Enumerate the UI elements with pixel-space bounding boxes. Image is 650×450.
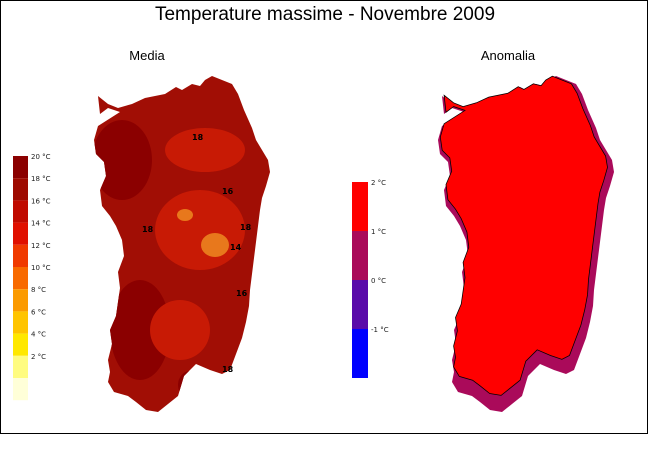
anomalia-legend-label: 1 °C [371, 228, 386, 236]
anomalia-legend: 2 °C 1 °C 0 °C -1 °C [352, 179, 389, 378]
media-legend-swatch [13, 200, 28, 223]
anomalia-legend-label: 0 °C [371, 277, 386, 285]
zone-14-north [177, 209, 193, 221]
zone-18-southeast [178, 371, 202, 399]
media-legend-label: 20 °C [31, 153, 51, 161]
zone-16-south [150, 300, 210, 360]
isoline-label: 18 [240, 223, 252, 232]
isoline-label: 14 [230, 243, 242, 252]
anomalia-legend-swatch [352, 182, 368, 231]
media-legend-label: 2 °C [31, 353, 46, 361]
media-panel-title: Media [129, 48, 165, 63]
figure-frame [0, 0, 648, 434]
isoline-label: 18 [142, 225, 154, 234]
media-legend-label: 12 °C [31, 242, 51, 250]
media-legend-label: 10 °C [31, 264, 51, 272]
anomalia-legend-label: -1 °C [371, 326, 389, 334]
anomalia-legend-swatch [352, 231, 368, 280]
media-temperature-zones [94, 120, 245, 399]
media-legend-label: 4 °C [31, 331, 46, 339]
media-legend-swatch [13, 333, 28, 356]
zone-16-north [165, 128, 245, 172]
media-legend-swatch [13, 222, 28, 245]
isoline-label: 16 [236, 289, 248, 298]
anomalia-map [438, 75, 614, 412]
zone-18-southwest [110, 280, 170, 380]
media-legend-label: 6 °C [31, 308, 46, 316]
media-map: 18 16 18 18 14 16 18 [94, 76, 270, 412]
sardinia-anomaly-shape [439, 75, 608, 396]
figure-title: Temperature massime - Novembre 2009 [154, 4, 496, 25]
media-legend-label: 14 °C [31, 220, 51, 228]
anomalia-panel-title: Anomalia [480, 48, 536, 63]
media-legend-swatch [13, 311, 28, 334]
media-legend-label: 18 °C [31, 175, 51, 183]
zone-18-west [94, 120, 152, 200]
anomalia-legend-swatch [352, 329, 368, 378]
media-legend-swatch [13, 156, 28, 179]
media-legend-swatch [13, 178, 28, 201]
isoline-label: 18 [192, 133, 204, 142]
media-legend-swatch [13, 289, 28, 312]
media-legend-swatch [13, 267, 28, 290]
media-legend-swatch [13, 355, 28, 378]
media-legend: 20 °C 18 °C 16 °C 14 °C 12 °C 10 °C 8 °C 6 °C 4 … [13, 153, 51, 401]
zone-16-center [155, 190, 245, 270]
isoline-label: 18 [222, 365, 234, 374]
media-legend-swatch [13, 244, 28, 267]
anomalia-legend-swatch [352, 280, 368, 329]
media-legend-label: 16 °C [31, 197, 51, 205]
anomalia-legend-label: 2 °C [371, 179, 386, 187]
zone-14-gennargentu [201, 233, 229, 257]
media-legend-label: 8 °C [31, 286, 46, 294]
media-legend-swatch [13, 378, 28, 401]
isoline-label: 16 [222, 187, 234, 196]
